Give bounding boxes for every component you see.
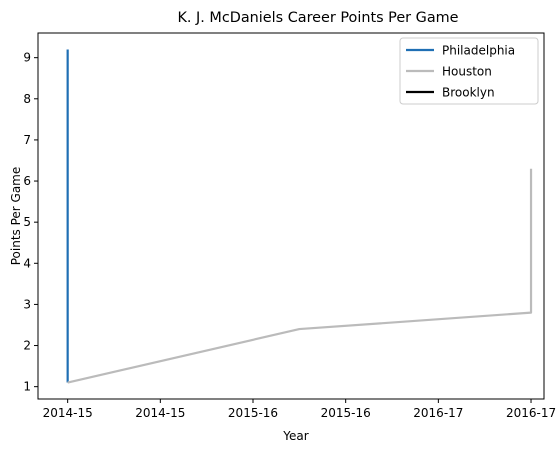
y-axis-title: Points Per Game (9, 167, 23, 266)
legend-label-0: Philadelphia (442, 44, 515, 58)
legend-label-1: Houston (442, 65, 492, 79)
legend-box (399, 37, 539, 105)
x-tick-label: 2014-15 (135, 406, 185, 420)
y-tick-label: 5 (23, 215, 31, 229)
y-tick-label: 6 (23, 174, 31, 188)
y-tick-label: 2 (23, 339, 31, 353)
x-tick-label: 2015-16 (228, 406, 278, 420)
y-tick-label: 7 (23, 133, 31, 147)
x-tick-label: 2014-15 (43, 406, 93, 420)
series-line-1 (67, 168, 533, 384)
chart-title: K. J. McDaniels Career Points Per Game (177, 10, 458, 26)
x-tick-label: 2016-17 (506, 406, 556, 420)
legend: Philadelphia Houston Brooklyn (399, 37, 539, 105)
y-tick-label: 3 (23, 297, 31, 311)
x-axis-title: Year (282, 429, 308, 443)
x-tick-label: 2016-17 (413, 406, 463, 420)
y-tick-label: 9 (23, 51, 31, 65)
y-tick-label: 8 (23, 92, 31, 106)
x-tick-label: 2015-16 (321, 406, 371, 420)
y-tick-label: 1 (23, 380, 31, 394)
y-tick-label: 4 (23, 256, 31, 270)
x-axis-ticks: 2014-15 2014-15 2015-16 2015-16 2016-17 2016-… (43, 399, 556, 420)
legend-label-2: Brooklyn (442, 86, 495, 100)
y-axis-ticks: 1 2 3 4 5 6 7 8 9 (23, 51, 38, 394)
plot-frame (37, 32, 545, 400)
plot-lines (66, 49, 533, 384)
